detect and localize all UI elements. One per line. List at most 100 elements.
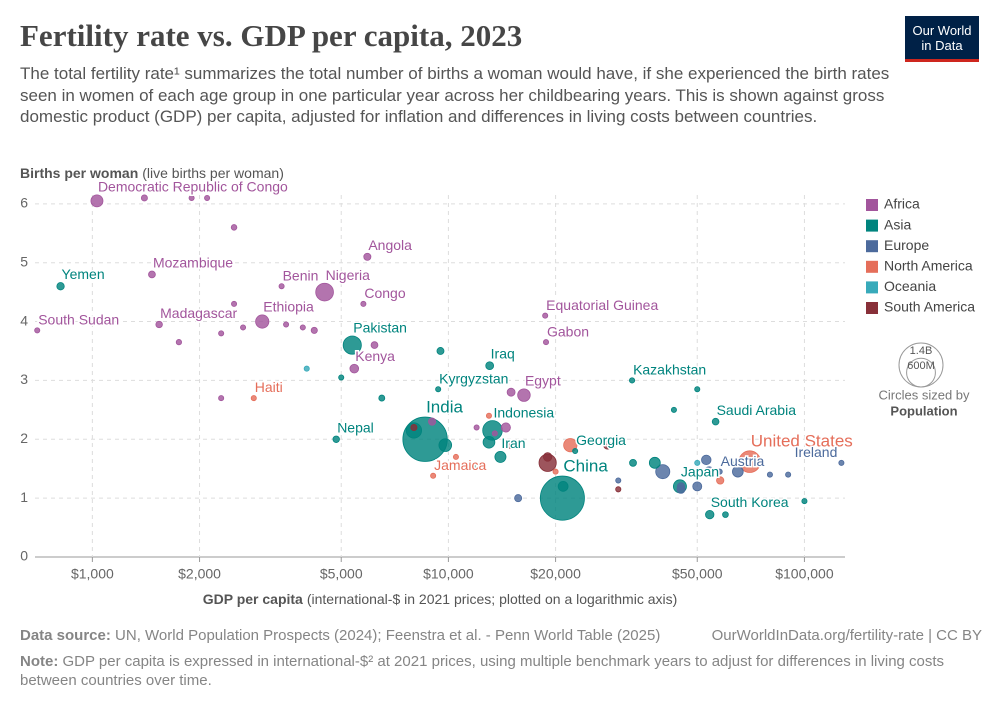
x-tick-label: $1,000	[71, 566, 114, 582]
data-label: Yemen	[62, 266, 105, 282]
data-point	[572, 448, 579, 455]
data-point	[332, 435, 340, 443]
data-point	[716, 476, 725, 485]
data-point	[542, 312, 549, 319]
x-tick-label: $10,000	[423, 566, 474, 582]
y-tick-label: 6	[20, 195, 28, 211]
data-label: Nigeria	[326, 267, 371, 283]
x-tick-label: $5,000	[320, 566, 363, 582]
data-label: Gabon	[547, 323, 589, 339]
legend-label: Asia	[884, 216, 911, 232]
data-point	[230, 224, 238, 231]
data-point	[838, 459, 845, 466]
data-point	[703, 466, 715, 477]
data-point	[56, 282, 65, 291]
data-label: Equatorial Guinea	[546, 297, 658, 313]
data-point	[175, 339, 182, 346]
size-legend-title: Circles sized by	[878, 387, 970, 402]
data-point	[615, 486, 622, 493]
data-point	[629, 458, 637, 467]
x-tick-label: $50,000	[672, 566, 723, 582]
data-point	[648, 456, 661, 469]
data-point	[240, 324, 247, 331]
data-point	[410, 423, 418, 432]
data-label: Congo	[364, 285, 405, 301]
source-label: Data source:	[20, 627, 111, 644]
legend-swatch	[866, 240, 878, 253]
data-label: Kyrgyzstan	[439, 370, 508, 386]
data-point	[90, 194, 104, 208]
y-axis-title-note: (live births per woman)	[142, 165, 284, 181]
legend-swatch	[866, 281, 878, 294]
data-label: Haiti	[255, 379, 283, 395]
data-point	[670, 406, 677, 413]
data-point	[655, 464, 671, 480]
data-label: Iran	[501, 435, 525, 451]
data-point	[278, 283, 285, 290]
data-point	[250, 395, 257, 402]
data-point	[473, 424, 480, 431]
data-label: Indonesia	[493, 404, 554, 420]
data-point	[342, 335, 362, 355]
data-point	[338, 374, 345, 381]
data-point	[629, 377, 636, 384]
data-point	[435, 386, 442, 393]
legend-swatch	[866, 199, 878, 211]
legend-label: Europe	[884, 237, 929, 253]
data-point	[155, 320, 163, 329]
data-point	[485, 412, 492, 419]
data-point	[438, 438, 453, 452]
data-point	[482, 435, 496, 449]
data-point	[539, 475, 585, 521]
data-label: South Korea	[711, 494, 789, 510]
data-point	[264, 300, 271, 307]
license[interactable]: OurWorldInData.org/fertility-rate | CC B…	[711, 627, 982, 644]
data-point	[506, 387, 516, 397]
data-point	[801, 498, 808, 505]
logo[interactable]: Our World in Data	[905, 16, 979, 62]
data-point	[603, 440, 612, 450]
data-point	[188, 194, 195, 201]
x-axis-title-note: (international-$ in 2021 prices; plotted…	[307, 591, 677, 607]
data-point	[204, 194, 211, 201]
logo-line: Our World	[912, 23, 972, 38]
data-point	[701, 454, 712, 466]
data-label: Georgia	[576, 432, 626, 448]
data-point	[363, 252, 372, 261]
data-label: Democratic Republic of Congo	[98, 179, 288, 195]
data-point	[552, 468, 559, 475]
data-point	[349, 363, 360, 374]
data-point	[711, 417, 720, 426]
data-point	[370, 341, 379, 349]
data-label: Kazakhstan	[633, 361, 706, 377]
size-legend-label: 600M	[907, 360, 935, 372]
legend-swatch	[866, 302, 878, 314]
data-point	[500, 422, 511, 433]
data-point	[428, 417, 437, 426]
x-tick-label: $2,000	[178, 566, 221, 582]
data-point	[283, 321, 290, 328]
data-point	[615, 477, 622, 484]
data-label: Mozambique	[153, 255, 233, 271]
size-legend-label: 1.4B	[910, 345, 933, 357]
data-point	[517, 388, 531, 402]
y-tick-label: 3	[20, 371, 28, 387]
note-text: GDP per capita is expressed in internati…	[20, 653, 945, 689]
data-point	[473, 462, 480, 469]
data-point	[34, 327, 41, 334]
legend-label: North America	[884, 258, 973, 274]
data-point	[727, 459, 734, 467]
x-tick-label: $100,000	[775, 566, 834, 582]
data-point	[452, 453, 459, 460]
data-point	[722, 511, 729, 518]
data-label: Kenya	[355, 348, 395, 364]
data-label: Saudi Arabia	[717, 402, 797, 418]
data-point	[303, 365, 310, 372]
data-label: Ireland	[795, 444, 838, 460]
data-point	[148, 270, 156, 279]
source: Data source: UN, World Population Prospe…	[20, 627, 660, 644]
legend-swatch	[866, 219, 878, 232]
y-tick-label: 0	[20, 548, 28, 564]
data-point	[436, 347, 445, 355]
